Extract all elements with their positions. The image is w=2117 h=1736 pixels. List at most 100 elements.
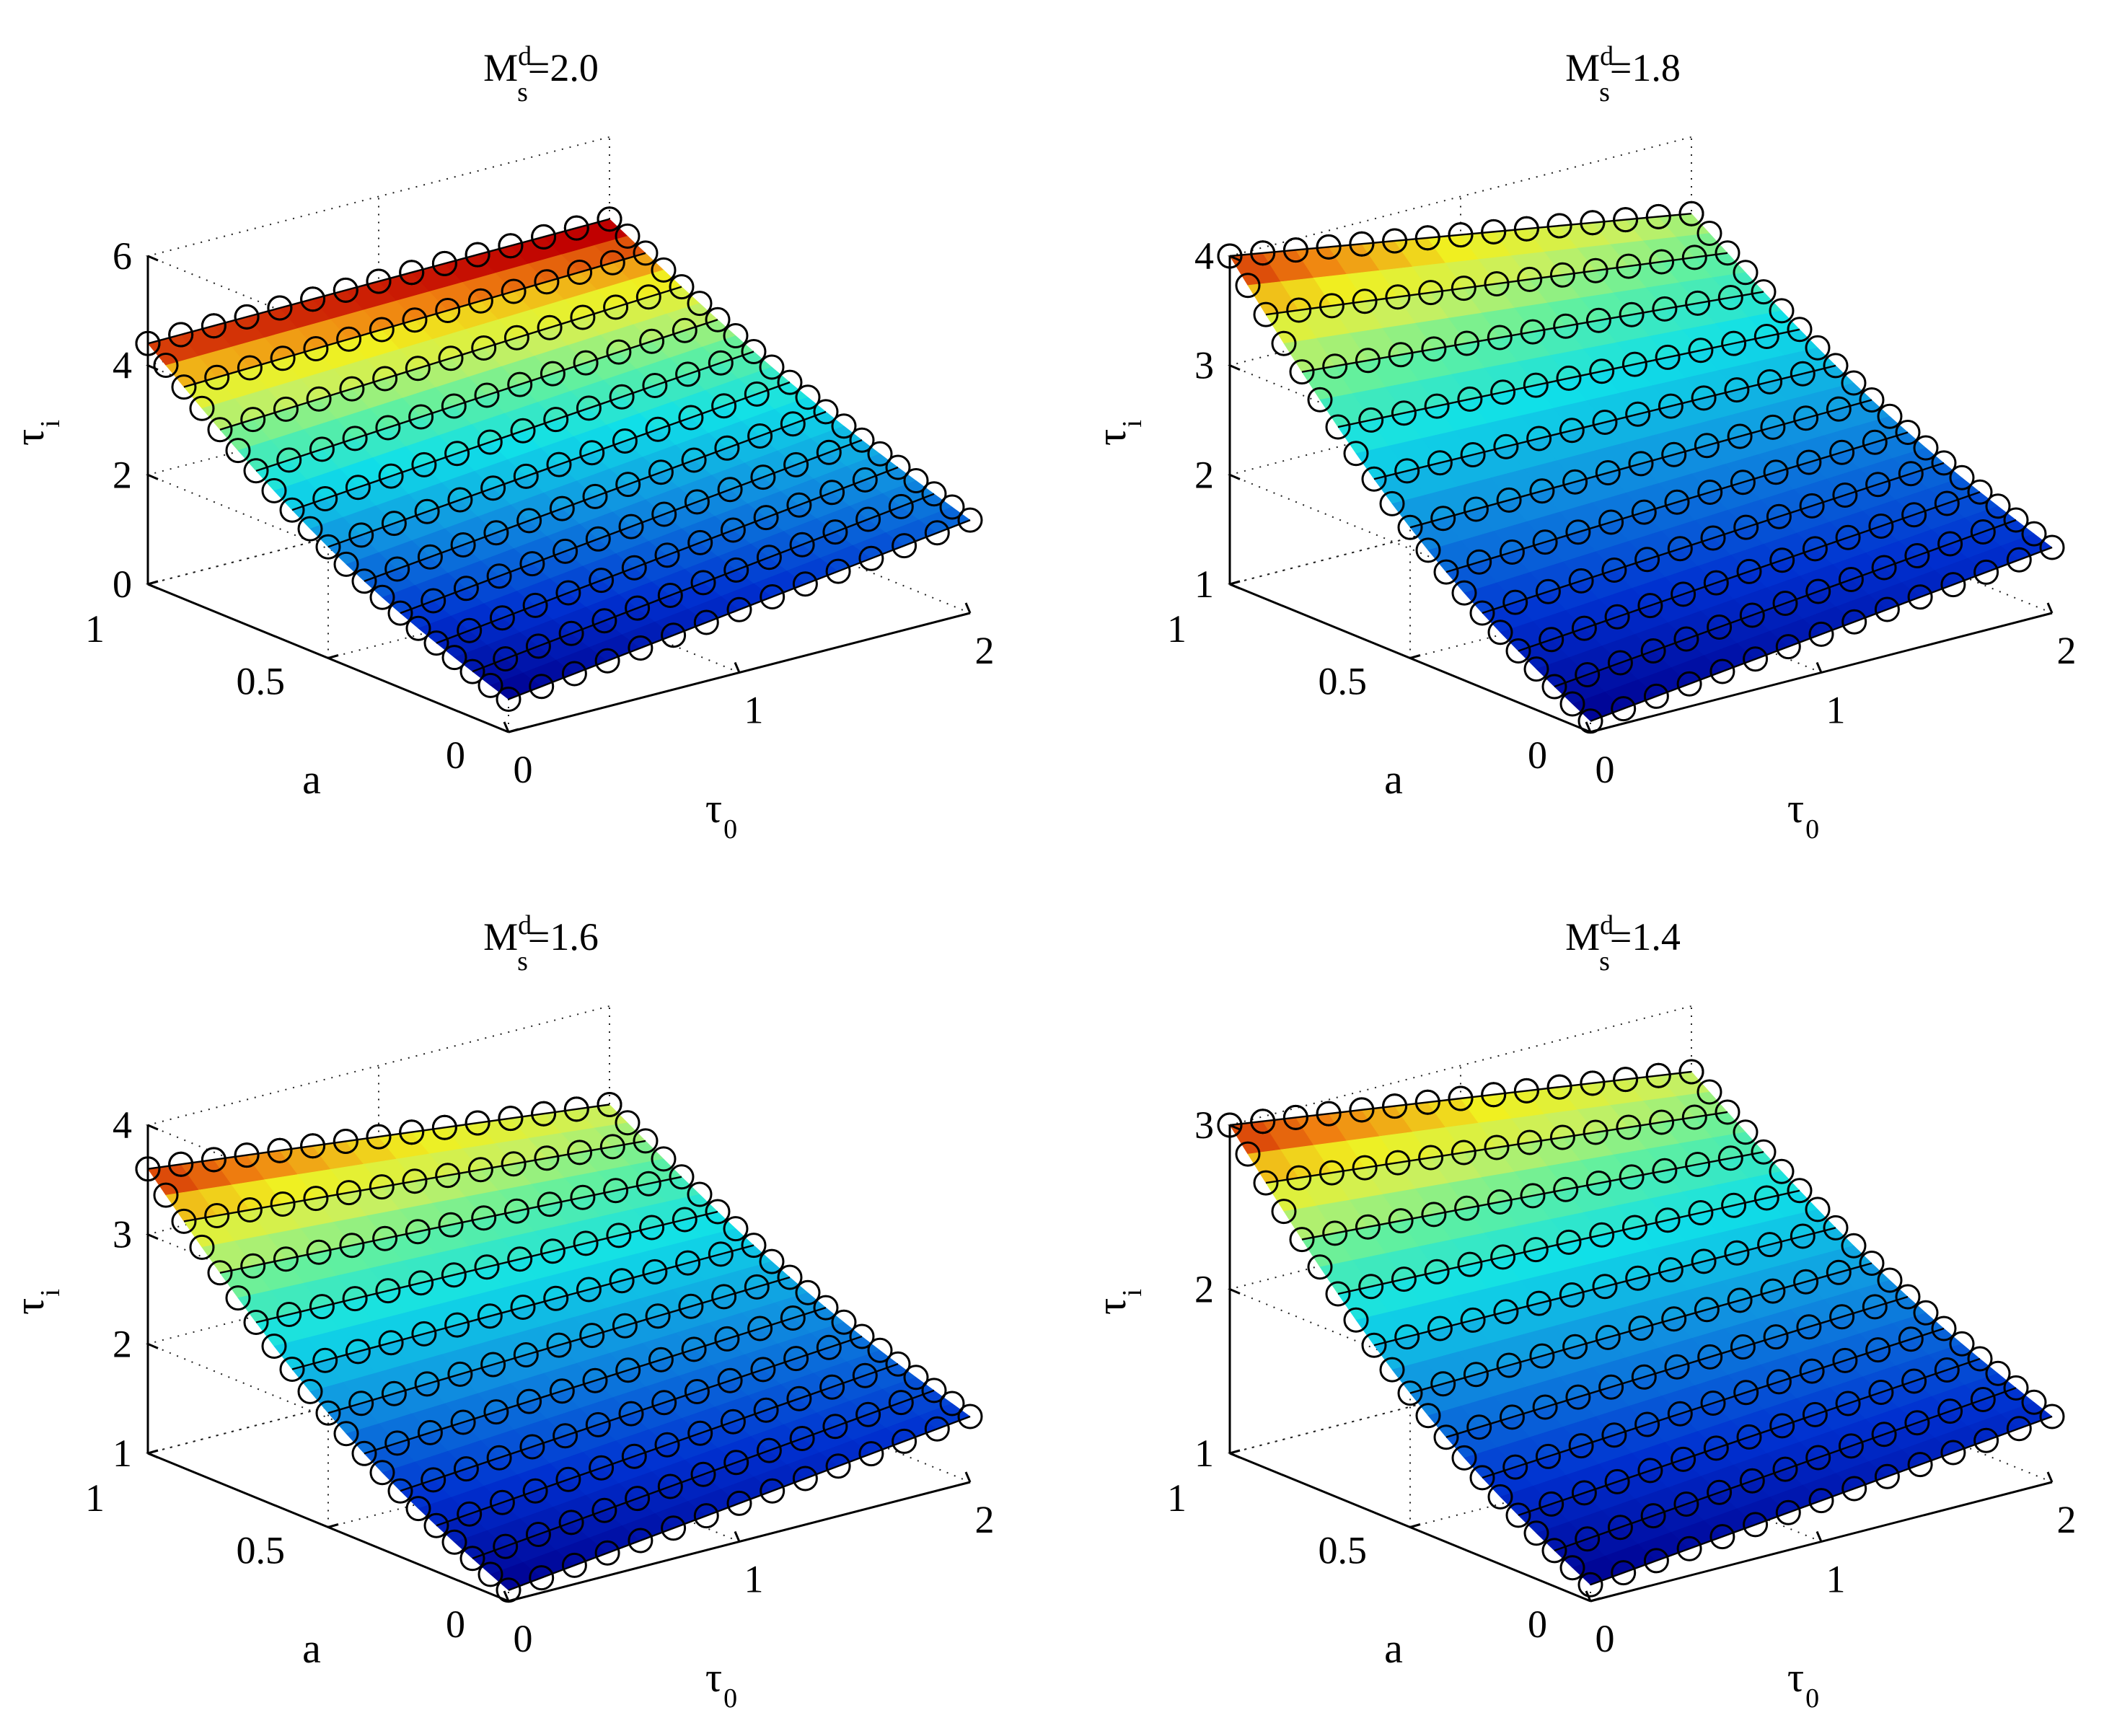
data-point	[489, 605, 515, 631]
data-point	[639, 1215, 665, 1241]
data-point	[1424, 1259, 1450, 1285]
data-point	[2021, 521, 2047, 547]
data-point	[431, 250, 457, 276]
data-point	[678, 405, 704, 431]
data-point	[609, 1268, 635, 1294]
data-point	[345, 1339, 371, 1365]
data-point	[1430, 1371, 1456, 1397]
data-point	[457, 617, 483, 643]
data-point	[654, 1432, 680, 1458]
tick-a	[508, 728, 519, 733]
data-point	[747, 1316, 773, 1341]
chart-title: Md s=1.6	[483, 910, 599, 977]
chart-title-sub: s	[1599, 77, 1610, 107]
data-point	[477, 1303, 503, 1329]
data-point	[414, 1371, 440, 1397]
data-point	[480, 475, 506, 501]
data-point	[459, 1546, 485, 1572]
data-point	[1766, 1369, 1792, 1395]
data-point	[1253, 301, 1279, 327]
data-point	[1568, 1433, 1594, 1459]
data-point	[1658, 393, 1684, 419]
data-point	[168, 322, 194, 348]
data-point	[654, 542, 680, 568]
tick-label-tau0: 0	[514, 748, 533, 791]
data-point	[1382, 228, 1408, 254]
data-point	[276, 1302, 302, 1327]
tick-label-tau0: 2	[2057, 1498, 2077, 1541]
data-point	[525, 1522, 551, 1547]
tick-z	[147, 1124, 159, 1131]
data-point	[1799, 1358, 1825, 1384]
data-point	[867, 1337, 893, 1363]
chart-title-sub: s	[1599, 946, 1610, 977]
data-point	[1823, 1215, 1849, 1241]
chart-title-sub: s	[517, 946, 528, 977]
data-point	[822, 1414, 848, 1440]
data-point	[555, 580, 581, 606]
data-point	[603, 294, 629, 320]
data-point	[243, 458, 269, 484]
data-point	[1361, 466, 1387, 492]
data-point	[171, 374, 197, 400]
data-point	[1583, 257, 1608, 283]
data-point	[684, 1379, 710, 1404]
data-point	[2039, 1404, 2065, 1429]
data-point	[1700, 525, 1726, 551]
data-point	[1685, 290, 1711, 316]
data-point	[606, 339, 632, 365]
axis-label-taui: τi	[1088, 420, 1148, 446]
data-point	[1523, 1237, 1549, 1263]
data-point	[237, 355, 263, 381]
data-point	[1562, 1334, 1588, 1360]
data-point	[1733, 514, 1759, 540]
data-point	[693, 1503, 719, 1529]
data-point	[477, 429, 503, 455]
data-point	[1355, 1214, 1381, 1240]
data-point	[529, 674, 555, 700]
data-point	[507, 371, 533, 397]
data-point	[496, 687, 521, 712]
data-point	[672, 1207, 697, 1233]
data-point	[924, 520, 950, 546]
data-point	[312, 1347, 338, 1373]
data-point	[1325, 1281, 1351, 1307]
data-point	[516, 508, 542, 534]
data-point	[687, 291, 713, 317]
data-point	[447, 487, 473, 513]
data-point	[858, 545, 884, 571]
data-point	[1671, 581, 1696, 607]
axes	[1228, 1124, 2054, 1603]
data-point	[1379, 490, 1405, 516]
data-point	[558, 620, 584, 646]
data-point	[1862, 429, 1888, 455]
data-point	[438, 1212, 464, 1238]
data-point	[1505, 1502, 1531, 1528]
data-point	[408, 404, 434, 430]
data-point	[1307, 1254, 1333, 1280]
data-point	[1649, 249, 1675, 275]
tick-label-tau0: 2	[975, 1498, 995, 1541]
data-point	[1589, 358, 1615, 384]
tick-z	[147, 1452, 159, 1459]
data-point	[1322, 353, 1348, 379]
data-point	[171, 1208, 197, 1234]
tick-label-tau0: 1	[744, 689, 764, 732]
data-point	[1973, 1427, 1999, 1453]
data-point	[441, 645, 467, 671]
data-point	[1598, 509, 1624, 535]
data-point	[1709, 1524, 1735, 1550]
axis-label-tau0: τ0	[705, 1654, 737, 1714]
data-point	[1448, 1085, 1474, 1111]
data-point	[1499, 539, 1525, 565]
data-point	[1493, 1299, 1519, 1325]
data-point	[1703, 1435, 1729, 1461]
data-point	[1838, 567, 1864, 592]
data-point	[573, 350, 599, 376]
data-point	[1634, 547, 1660, 573]
data-point	[1616, 253, 1642, 279]
data-point	[1652, 296, 1678, 322]
data-point	[549, 1378, 575, 1404]
data-point	[1769, 1158, 1795, 1184]
